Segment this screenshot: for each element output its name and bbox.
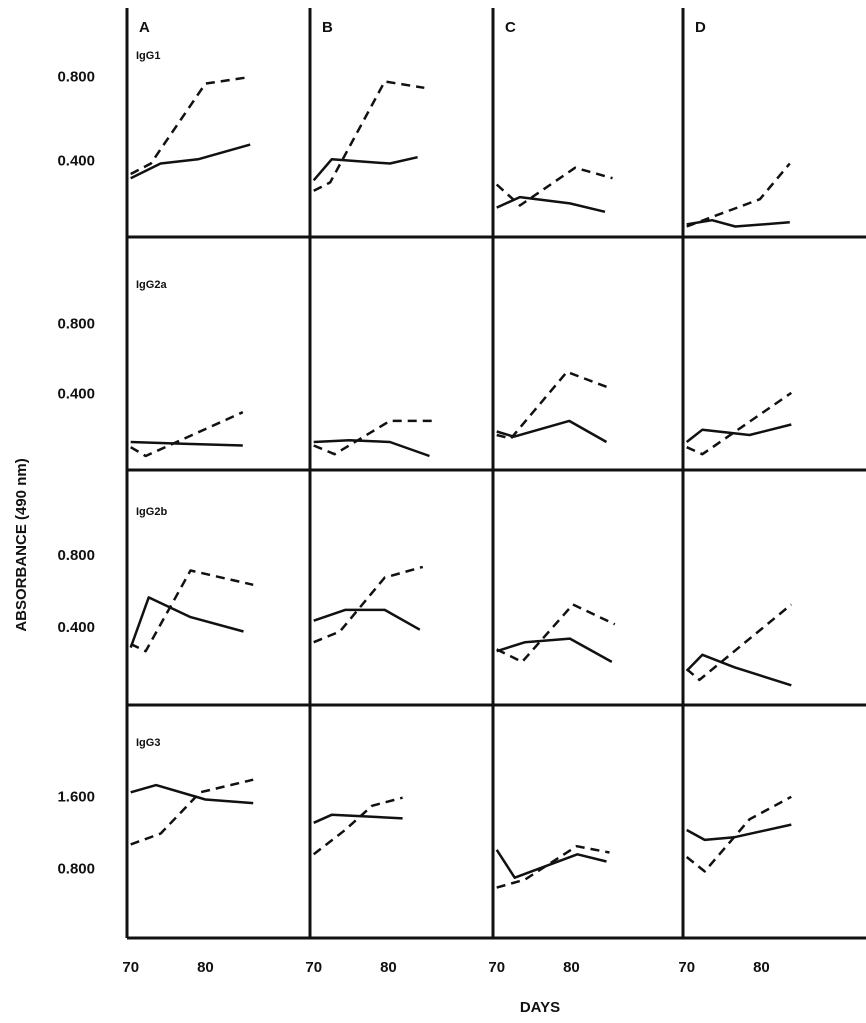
panel-letter: D [695,19,706,36]
solid-line [313,608,421,631]
solid-line [130,440,243,447]
dashed-line [312,796,403,856]
solid-line [130,783,254,805]
dashed-line [685,603,793,682]
solid-line [496,419,608,444]
dashed-line [313,80,425,192]
y-tick-label: 0.400 [57,386,95,403]
dashed-line [686,162,791,228]
y-tick-label: 0.800 [57,861,95,878]
dashed-line [496,603,616,664]
panel-letter: A [139,19,150,36]
dashed-line [685,795,792,873]
dashed-line [313,419,433,456]
dashed-line [686,391,793,456]
solid-line [313,813,403,824]
panel-letter: C [505,19,516,36]
row-label: IgG3 [136,737,160,749]
row-label: IgG2a [136,279,167,291]
y-tick-label: 0.800 [57,547,95,564]
dashed-line [130,411,244,458]
x-tick-label: 80 [753,959,770,976]
solid-line [686,218,790,228]
solid-line [130,143,251,180]
solid-line [685,423,792,443]
y-tick-label: 0.800 [57,68,95,85]
solid-line [686,823,792,842]
x-tick-label: 80 [197,959,214,976]
y-tick-label: 0.800 [57,316,95,333]
x-tick-label: 70 [678,959,695,976]
panel-letter: B [322,19,333,36]
dashed-line [130,76,249,176]
solid-line [685,653,792,687]
row-label: IgG2b [136,506,167,518]
solid-line [496,637,613,663]
x-tick-label: 70 [122,959,139,976]
dashed-line [495,166,613,207]
dashed-line [130,569,254,653]
y-tick-label: 1.600 [57,789,95,806]
dashed-line [496,370,610,440]
solid-line [495,849,607,879]
y-axis-title: ABSORBANCE (490 nm) [13,458,30,631]
x-tick-label: 80 [380,959,397,976]
solid-line [129,596,244,649]
x-axis-title: DAYS [520,999,560,1016]
dashed-line [130,778,254,846]
solid-line [312,155,418,182]
x-tick-label: 80 [563,959,580,976]
dashed-line [496,844,610,889]
x-tick-label: 70 [488,959,505,976]
row-label: IgG1 [136,50,160,62]
x-tick-label: 70 [305,959,322,976]
y-tick-label: 0.400 [57,619,95,636]
solid-line [313,438,430,458]
solid-line [496,195,606,214]
dashed-line [313,565,424,644]
y-tick-label: 0.400 [57,152,95,169]
